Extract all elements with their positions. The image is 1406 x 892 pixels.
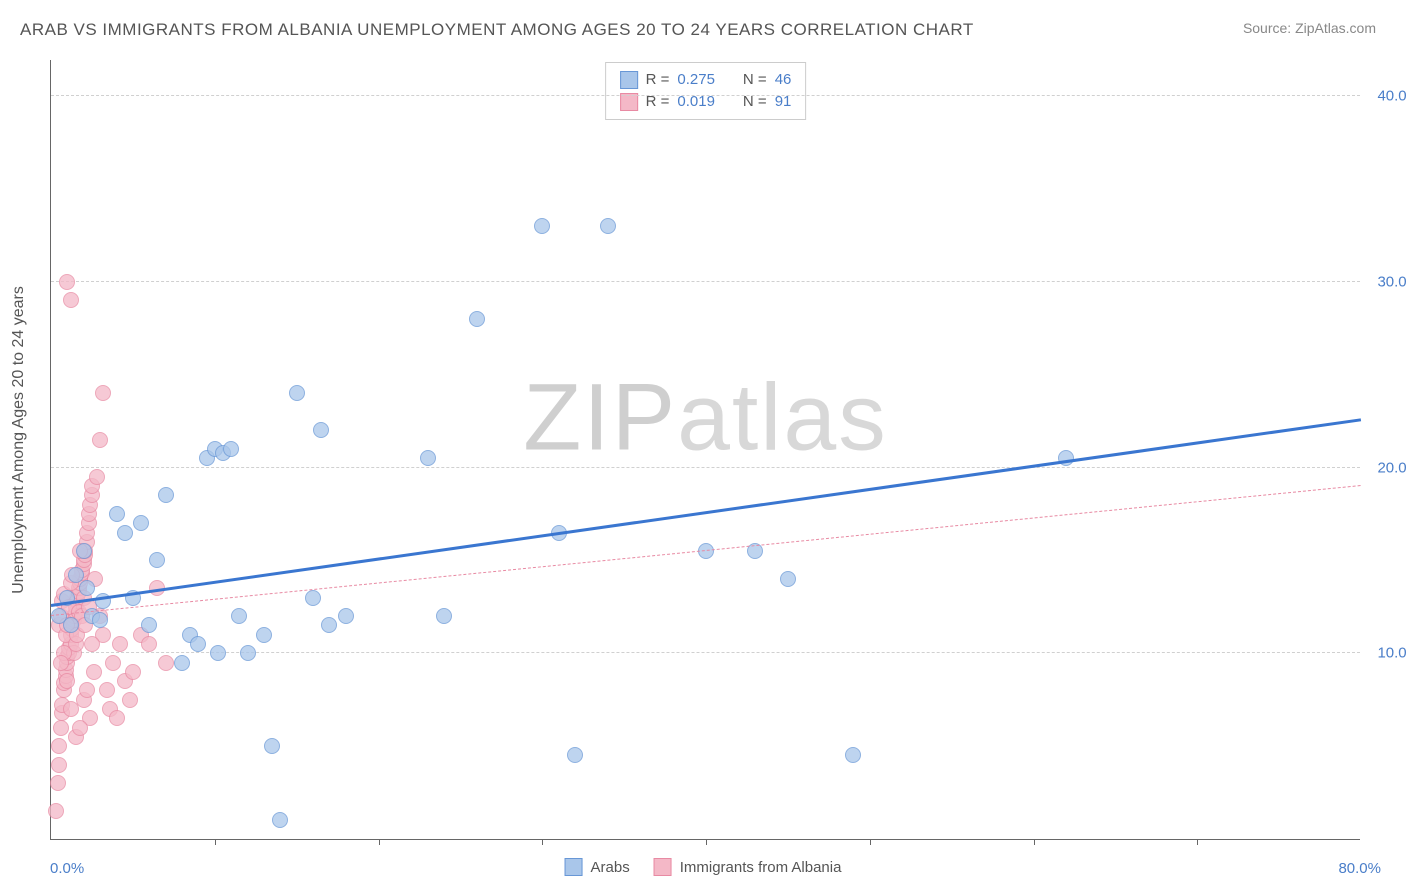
x-tick	[706, 839, 707, 845]
data-point	[92, 612, 108, 628]
data-point	[117, 525, 133, 541]
data-point	[149, 552, 165, 568]
legend-item: Arabs	[565, 858, 630, 876]
x-tick	[379, 839, 380, 845]
data-point	[141, 617, 157, 633]
data-point	[92, 432, 108, 448]
y-tick-label: 20.0%	[1370, 459, 1406, 476]
gridline	[51, 467, 1360, 468]
data-point	[63, 617, 79, 633]
data-point	[48, 803, 64, 819]
series-legend: Arabs Immigrants from Albania	[565, 858, 842, 876]
y-tick-label: 40.0%	[1370, 88, 1406, 105]
data-point	[780, 571, 796, 587]
x-axis-end-label: 80.0%	[1338, 860, 1381, 877]
data-point	[68, 567, 84, 583]
watermark-atlas: atlas	[677, 365, 888, 471]
data-point	[141, 636, 157, 652]
data-point	[105, 655, 121, 671]
data-point	[86, 664, 102, 680]
r-label: R =	[646, 69, 670, 91]
data-point	[264, 738, 280, 754]
data-point	[84, 636, 100, 652]
data-point	[125, 664, 141, 680]
data-point	[321, 617, 337, 633]
data-point	[72, 720, 88, 736]
data-point	[53, 720, 69, 736]
data-point	[845, 747, 861, 763]
data-point	[79, 682, 95, 698]
correlation-legend: R =0.275N =46R =0.019N =91	[605, 62, 807, 120]
x-tick	[542, 839, 543, 845]
data-point	[133, 515, 149, 531]
gridline	[51, 281, 1360, 282]
data-point	[313, 422, 329, 438]
data-point	[51, 738, 67, 754]
data-point	[272, 812, 288, 828]
data-point	[534, 218, 550, 234]
gridline	[51, 95, 1360, 96]
data-point	[95, 385, 111, 401]
data-point	[231, 608, 247, 624]
legend-item: Immigrants from Albania	[654, 858, 842, 876]
x-axis-start-label: 0.0%	[50, 860, 84, 877]
data-point	[50, 775, 66, 791]
watermark-zip: ZIP	[523, 365, 677, 471]
y-tick-label: 10.0%	[1370, 645, 1406, 662]
data-point	[63, 292, 79, 308]
legend-label: Arabs	[591, 859, 630, 876]
x-tick	[1197, 839, 1198, 845]
x-tick	[870, 839, 871, 845]
data-point	[59, 673, 75, 689]
data-point	[240, 645, 256, 661]
data-point	[122, 692, 138, 708]
data-point	[51, 757, 67, 773]
r-value: 0.275	[677, 69, 715, 91]
data-point	[89, 469, 105, 485]
data-point	[53, 655, 69, 671]
y-axis-label: Unemployment Among Ages 20 to 24 years	[10, 286, 28, 594]
chart-title: ARAB VS IMMIGRANTS FROM ALBANIA UNEMPLOY…	[20, 20, 974, 40]
n-label: N =	[743, 69, 767, 91]
legend-swatch	[620, 71, 638, 89]
data-point	[256, 627, 272, 643]
x-tick	[215, 839, 216, 845]
data-point	[420, 450, 436, 466]
data-point	[600, 218, 616, 234]
data-point	[289, 385, 305, 401]
data-point	[63, 701, 79, 717]
legend-label: Immigrants from Albania	[680, 859, 842, 876]
data-point	[436, 608, 452, 624]
watermark: ZIPatlas	[523, 364, 887, 473]
data-point	[469, 311, 485, 327]
data-point	[99, 682, 115, 698]
legend-swatch	[654, 858, 672, 876]
data-point	[210, 645, 226, 661]
data-point	[567, 747, 583, 763]
data-point	[76, 543, 92, 559]
trend-line	[51, 418, 1361, 607]
data-point	[109, 710, 125, 726]
data-point	[305, 590, 321, 606]
data-point	[174, 655, 190, 671]
data-point	[109, 506, 125, 522]
data-point	[158, 487, 174, 503]
y-tick-label: 30.0%	[1370, 273, 1406, 290]
data-point	[223, 441, 239, 457]
legend-swatch	[565, 858, 583, 876]
trend-line	[51, 485, 1361, 616]
source-attribution: Source: ZipAtlas.com	[1243, 20, 1376, 36]
n-value: 46	[775, 69, 792, 91]
data-point	[338, 608, 354, 624]
x-tick	[1034, 839, 1035, 845]
legend-row: R = 0.275 N = 46	[620, 69, 792, 91]
data-point	[158, 655, 174, 671]
data-point	[79, 580, 95, 596]
plot-area: R =0.275N =46R =0.019N =91 ZIPatlas 10.0…	[50, 60, 1360, 840]
data-point	[59, 274, 75, 290]
data-point	[112, 636, 128, 652]
data-point	[190, 636, 206, 652]
